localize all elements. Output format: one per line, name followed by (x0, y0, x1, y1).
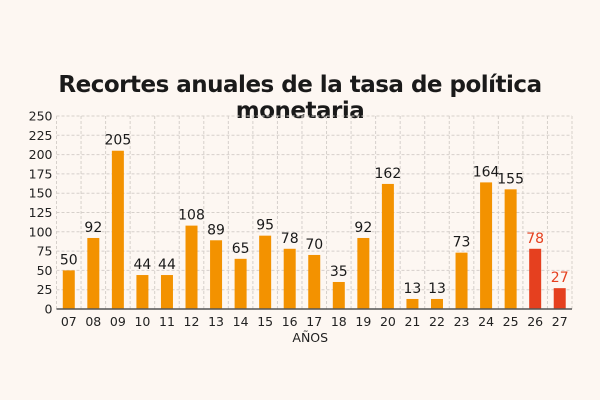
y-tick-label: 250 (29, 109, 53, 124)
x-tick-label: 24 (478, 314, 494, 329)
x-tick-label: 20 (380, 314, 396, 329)
data-label-19: 92 (354, 220, 372, 236)
bar-08 (87, 237, 100, 309)
data-label-11: 44 (158, 257, 176, 273)
data-label-25: 155 (497, 171, 524, 187)
x-tick-label: 10 (134, 314, 150, 329)
bar-12 (185, 225, 198, 309)
x-tick-label: 14 (233, 314, 249, 329)
bar-17 (308, 254, 321, 309)
y-tick-label: 25 (37, 282, 53, 297)
data-label-21: 13 (404, 281, 422, 297)
x-tick-label: 07 (61, 314, 77, 329)
bar-21 (406, 298, 419, 309)
data-label-18: 35 (330, 264, 348, 280)
data-label-13: 89 (207, 222, 225, 238)
bar-24 (480, 182, 493, 309)
data-label-16: 78 (281, 231, 299, 247)
bar-18 (332, 281, 345, 309)
data-label-23: 73 (453, 235, 471, 251)
x-tick-label: 15 (257, 314, 273, 329)
data-label-09: 205 (105, 133, 132, 149)
x-tick-label: 25 (503, 314, 519, 329)
x-tick-label: 13 (208, 314, 224, 329)
data-label-26: 78 (526, 231, 544, 247)
y-tick-label: 150 (29, 186, 53, 201)
bar-22 (430, 298, 443, 309)
y-tick-label: 125 (29, 205, 53, 220)
x-tick-label: 09 (110, 314, 126, 329)
x-tick-label: 22 (429, 314, 445, 329)
x-tick-label: 17 (306, 314, 322, 329)
data-label-07: 50 (60, 252, 78, 268)
y-tick-label: 0 (45, 302, 53, 317)
data-label-12: 108 (178, 208, 205, 224)
x-tick-label: 18 (331, 314, 347, 329)
bar-26 (529, 248, 542, 309)
bar-10 (136, 275, 149, 309)
y-tick-label: 100 (29, 224, 53, 239)
data-label-24: 164 (473, 164, 500, 180)
bar-11 (160, 275, 173, 309)
y-tick-label: 50 (37, 263, 53, 278)
bar-13 (210, 240, 223, 309)
x-tick-label: 23 (454, 314, 470, 329)
x-tick-label: 26 (527, 314, 543, 329)
y-tick-label: 200 (29, 147, 53, 162)
x-tick-label: 21 (404, 314, 420, 329)
data-label-08: 92 (84, 220, 102, 236)
chart-title: Recortes anuales de la tasa de política … (58, 72, 542, 124)
y-tick-label: 225 (29, 128, 53, 143)
y-tick-label: 175 (29, 166, 53, 181)
data-label-17: 70 (305, 237, 323, 253)
data-label-15: 95 (256, 218, 274, 234)
x-tick-label: 12 (184, 314, 200, 329)
x-tick-label: 11 (159, 314, 175, 329)
y-tick-label: 75 (37, 244, 53, 259)
bar-09 (111, 150, 124, 309)
x-tick-label: 08 (85, 314, 101, 329)
x-tick-label: 27 (552, 314, 568, 329)
x-axis-label: AÑOS (292, 330, 328, 345)
bar-14 (234, 258, 247, 309)
bar-23 (455, 252, 468, 309)
data-label-14: 65 (232, 241, 250, 257)
bar-19 (357, 237, 370, 309)
bar-20 (381, 183, 394, 309)
bar-15 (259, 235, 272, 309)
data-label-10: 44 (134, 257, 152, 273)
x-tick-label: 16 (282, 314, 298, 329)
bar-25 (504, 189, 517, 309)
bar-07 (62, 270, 75, 309)
data-label-20: 162 (375, 166, 402, 182)
x-tick-label: 19 (355, 314, 371, 329)
data-label-22: 13 (428, 281, 446, 297)
bar-16 (283, 248, 296, 309)
data-label-27: 27 (551, 270, 569, 286)
bar-27 (553, 288, 566, 309)
